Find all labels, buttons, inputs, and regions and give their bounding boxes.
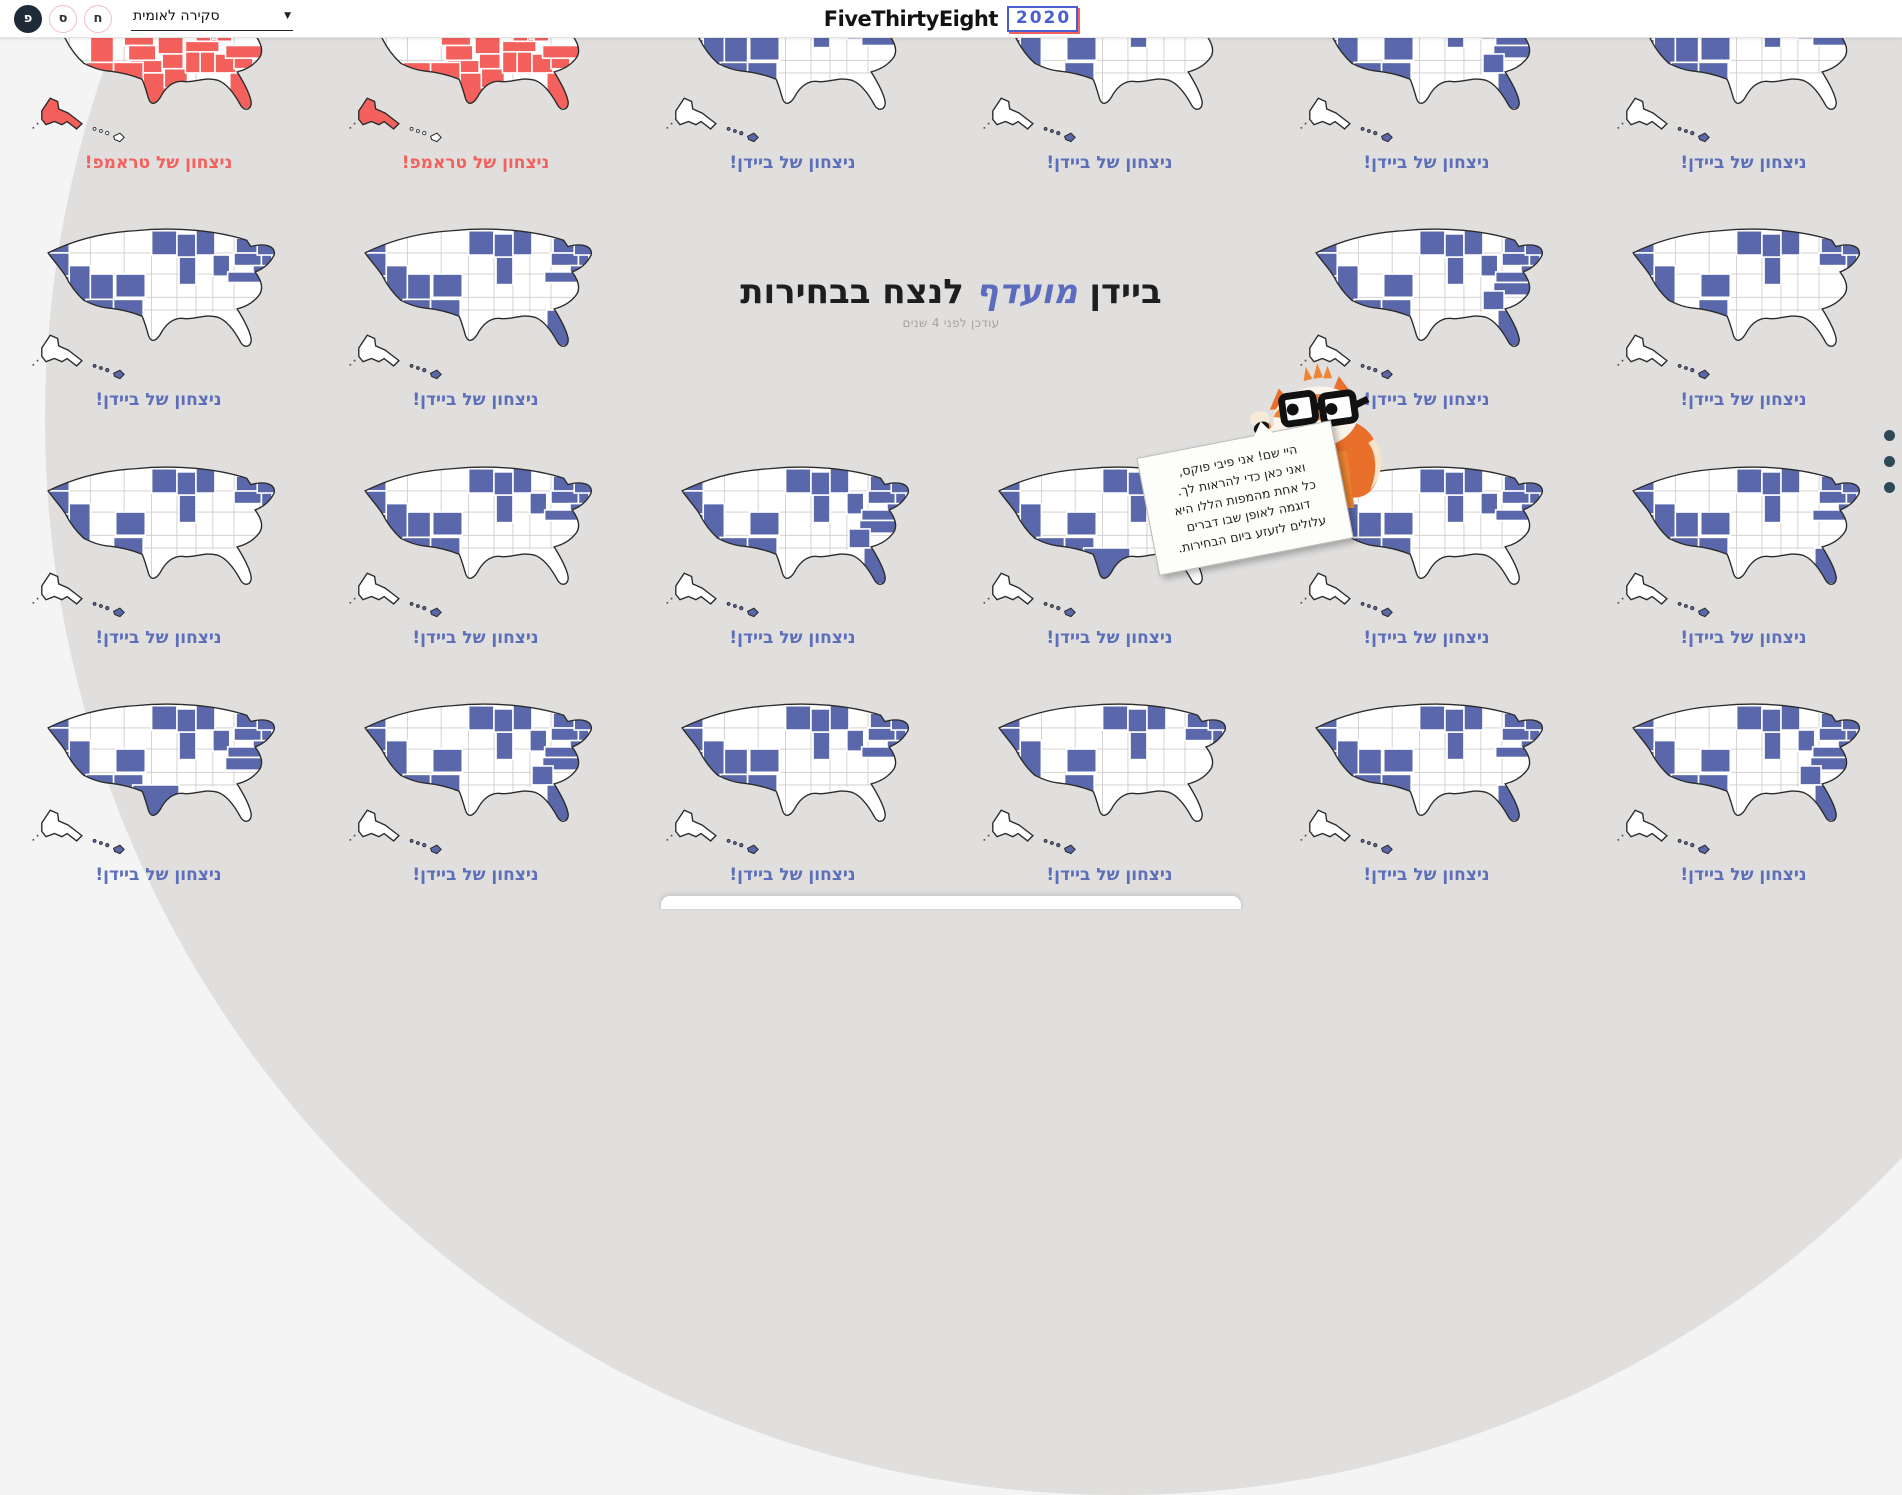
us-map-icon <box>31 228 275 380</box>
us-map-icon <box>348 703 592 855</box>
map-caption-biden: ניצחון של ביידן! <box>729 627 856 648</box>
map-caption-biden: ניצחון של ביידן! <box>95 865 222 885</box>
us-map-icon <box>1299 465 1543 617</box>
title-pre: ביידן <box>1089 272 1162 313</box>
map-caption-biden: ניצחון של ביידן! <box>412 390 539 410</box>
pagination-dot-2[interactable] <box>1884 456 1895 467</box>
map-caption-biden: ניצחון של ביידן! <box>729 152 856 173</box>
map-caption-biden: ניצחון של ביידן! <box>1363 152 1490 173</box>
year-badge[interactable]: 2020 <box>1006 5 1079 32</box>
header-controls: פ ס ח סקירה לאומית ▼ <box>14 0 293 37</box>
bottom-panel[interactable] <box>660 895 1242 909</box>
map-cell-r2c6: ניצחון של ביידן! <box>1585 183 1902 421</box>
map-cell-r4c2: ניצחון של ביידן! <box>317 658 634 896</box>
title-post: לנצח בבחירות <box>740 272 964 313</box>
map-cell-r4c3: ניצחון של ביידן! <box>634 658 951 896</box>
us-map-icon <box>1616 465 1860 617</box>
us-map-icon <box>982 703 1226 855</box>
pagination-dot-1[interactable] <box>1884 430 1895 441</box>
map-cell-r2c1: ניצחון של ביידן! <box>0 183 317 421</box>
us-map-icon <box>665 465 909 617</box>
nav-circle-button-2[interactable]: ס <box>49 4 77 33</box>
map-caption-biden: ניצחון של ביידן! <box>1680 865 1807 885</box>
us-map-icon <box>665 703 909 855</box>
map-cell-r4c5: ניצחון של ביידן! <box>1268 658 1585 896</box>
us-map-icon <box>348 228 592 380</box>
map-caption-biden: ניצחון של ביידן! <box>1046 865 1173 885</box>
pagination-dots <box>1884 430 1895 493</box>
us-map-icon <box>1299 703 1543 855</box>
map-cell-r4c4: ניצחון של ביידן! <box>951 658 1268 896</box>
map-caption-biden: ניצחון של ביידן! <box>412 627 539 648</box>
map-caption-trump: ניצחון של טראמפ! <box>401 152 550 173</box>
view-select-dropdown[interactable]: סקירה לאומית ▼ <box>131 6 293 31</box>
updated-timestamp: עודכן לפני 4 שנים <box>902 316 1000 331</box>
maps-grid: ביידן מועדף לנצח בבחירות עודכן לפני 4 שנ… <box>0 0 1902 896</box>
map-cell-r4c6: ניצחון של ביידן! <box>1585 658 1902 896</box>
us-map-icon <box>31 703 275 855</box>
map-cell-r3c2: ניצחון של ביידן! <box>317 420 634 658</box>
map-caption-trump: ניצחון של טראמפ! <box>84 152 233 173</box>
map-cell-r3c6: ניצחון של ביידן! <box>1585 420 1902 658</box>
map-cell-r3c5: ניצחון של ביידן! <box>1268 420 1585 658</box>
map-caption-biden: ניצחון של ביידן! <box>1046 627 1173 648</box>
nav-circle-button-3[interactable]: ח <box>84 4 112 33</box>
map-cell-r3c1: ניצחון של ביידן! <box>0 420 317 658</box>
map-cell-r2c5: ניצחון של ביידן! <box>1268 183 1585 421</box>
map-caption-biden: ניצחון של ביידן! <box>1680 627 1807 648</box>
map-cell-r2c2: ניצחון של ביידן! <box>317 183 634 421</box>
map-cell-r4c1: ניצחון של ביידן! <box>0 658 317 896</box>
us-map-icon <box>1616 228 1860 380</box>
pagination-dot-3[interactable] <box>1884 482 1895 493</box>
map-caption-biden: ניצחון של ביידן! <box>412 865 539 885</box>
fox-glasses-icon <box>1278 389 1370 428</box>
chevron-down-icon: ▼ <box>284 11 291 21</box>
page-title: ביידן מועדף לנצח בבחירות <box>740 272 1162 312</box>
map-caption-biden: ניצחון של ביידן! <box>1363 627 1490 648</box>
map-caption-biden: ניצחון של ביידן! <box>729 865 856 885</box>
map-caption-biden: ניצחון של ביידן! <box>95 627 222 648</box>
nav-circle-button-1[interactable]: פ <box>14 4 42 33</box>
site-logo[interactable]: FiveThirtyEight <box>823 6 999 31</box>
map-caption-biden: ניצחון של ביידן! <box>95 390 222 410</box>
map-cell-r3c3: ניצחון של ביידן! <box>634 420 951 658</box>
map-caption-biden: ניצחון של ביידן! <box>1680 152 1807 173</box>
map-caption-biden: ניצחון של ביידן! <box>1680 390 1807 410</box>
dropdown-value: סקירה לאומית <box>133 8 220 24</box>
hero-headline-block: ביידן מועדף לנצח בבחירות עודכן לפני 4 שנ… <box>634 183 1268 421</box>
map-caption-biden: ניצחון של ביידן! <box>1363 865 1490 885</box>
title-highlight: מועדף <box>975 272 1078 313</box>
header-bar: FiveThirtyEight 2020 פ ס ח סקירה לאומית … <box>0 0 1902 38</box>
map-caption-biden: ניצחון של ביידן! <box>1046 152 1173 173</box>
us-map-icon <box>348 465 592 617</box>
us-map-icon <box>1616 703 1860 855</box>
us-map-icon <box>1299 228 1543 380</box>
us-map-icon <box>31 465 275 617</box>
map-caption-biden: ניצחון של ביידן! <box>1363 390 1490 410</box>
